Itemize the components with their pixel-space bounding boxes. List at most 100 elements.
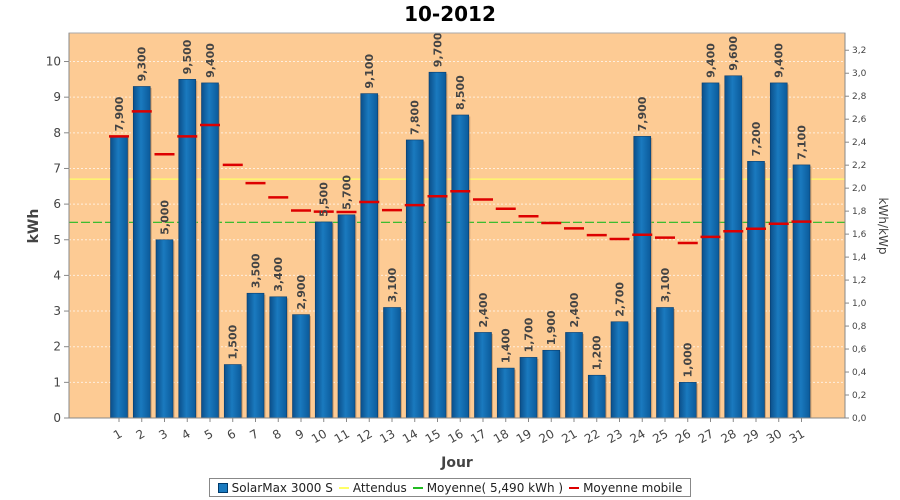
- bar-value-label: 2,400: [568, 292, 581, 327]
- x-tick-label: 8: [270, 426, 284, 442]
- bar: [610, 321, 629, 419]
- y2-tick-label: 3,0: [852, 69, 867, 79]
- y2-tick-label: 0,6: [852, 345, 867, 355]
- bar-value-label: 1,200: [591, 335, 604, 370]
- legend-item-solarmax: SolarMax 3000 S: [217, 481, 333, 495]
- legend-label-attendus: Attendus: [352, 480, 407, 495]
- x-tick-label: 9: [293, 426, 307, 442]
- bar-value-label: 9,700: [432, 32, 445, 67]
- x-axis: 1 2 3 4 5 6 7 8 9 10 11 12 13 14 15 16 17 18 19 20 21 22 23 24 2…: [69, 417, 845, 446]
- bar: [360, 93, 379, 419]
- y2-tick-label: 2,2: [852, 161, 866, 171]
- y2-axis: 0,0 0,2 0,4 0,6 0,8 1,0 1,2 1,4 1,6 1,8 2,0 2,2 2,4 2…: [844, 33, 867, 424]
- y2-tick-label: 2,6: [852, 115, 867, 125]
- legend-swatch-solarmax: [217, 482, 228, 493]
- x-tick-label: 16: [446, 426, 466, 446]
- y-tick-label: 5: [53, 233, 61, 247]
- x-tick-label: 23: [605, 426, 625, 446]
- legend-item-moyenne: Moyenne( 5,490 kWh ): [412, 480, 564, 495]
- x-tick-label: 6: [225, 426, 239, 442]
- legend-item-moyenne-mobile: Moyenne mobile: [569, 481, 682, 495]
- x-tick-label: 5: [202, 426, 216, 442]
- bar-value-label: 2,700: [614, 282, 627, 317]
- y2-tick-label: 2,0: [852, 184, 867, 194]
- bar: [769, 82, 788, 419]
- y2-tick-label: 0,8: [852, 322, 867, 332]
- bar: [519, 357, 538, 419]
- x-tick-label: 3: [156, 426, 170, 442]
- y-axis-label: kWh: [26, 209, 42, 244]
- x-tick-label: 15: [423, 426, 443, 446]
- y-tick-label: 0: [53, 411, 61, 425]
- moving-average: [109, 110, 812, 245]
- bar-value-label: 1,900: [545, 310, 558, 345]
- bar-value-label: 2,400: [477, 292, 490, 327]
- legend-swatch-attendus: [338, 486, 349, 489]
- bar: [633, 136, 652, 419]
- bar: [542, 349, 561, 419]
- legend: SolarMax 3000 S Attendus Moyenne( 5,490 …: [209, 478, 691, 497]
- x-tick-label: 10: [309, 426, 329, 446]
- y2-tick-label: 1,8: [852, 207, 867, 217]
- x-tick-label: 7: [247, 426, 261, 442]
- chart-title: 10-2012: [404, 2, 496, 26]
- bar: [451, 114, 470, 419]
- x-tick-label: 11: [332, 426, 352, 446]
- x-tick-label: 31: [787, 426, 807, 446]
- bar: [587, 374, 606, 419]
- x-tick-label: 18: [491, 426, 511, 446]
- y2-tick-label: 1,6: [852, 230, 867, 240]
- bar-value-label: 5,700: [341, 175, 354, 210]
- bar: [246, 292, 265, 419]
- bar: [314, 221, 333, 419]
- bar-value-label: 9,400: [204, 43, 217, 78]
- legend-swatch-moyenne: [412, 486, 423, 489]
- y-tick-label: 9: [53, 90, 61, 104]
- bar: [178, 79, 197, 419]
- bar-value-label: 9,400: [705, 43, 718, 78]
- x-tick-label: 24: [628, 426, 648, 446]
- legend-label-moyenne: Moyenne( 5,490 kWh ): [426, 480, 564, 495]
- bar-value-labels: 7,900 9,300 5,000 9,500 9,400 1,500 3,500 3,400…: [113, 32, 809, 377]
- legend-item-attendus: Attendus: [338, 480, 407, 495]
- bar: [792, 164, 811, 419]
- y2-tick-label: 2,4: [852, 138, 867, 148]
- x-tick-label: 26: [673, 426, 693, 446]
- bar-value-label: 5,000: [159, 200, 172, 235]
- bar: [201, 82, 219, 419]
- bar: [474, 332, 492, 419]
- bar: [724, 75, 743, 419]
- y-tick-label: 10: [46, 55, 61, 69]
- x-tick-label: 12: [355, 426, 375, 446]
- x-tick-label: 13: [377, 426, 397, 446]
- y-tick-label: 8: [53, 126, 61, 140]
- x-tick-label: 20: [537, 426, 557, 446]
- bar-value-label: 1,500: [227, 324, 240, 359]
- y-tick-label: 4: [53, 268, 61, 282]
- y2-tick-label: 0,0: [852, 414, 867, 424]
- y2-tick-label: 1,0: [852, 299, 867, 309]
- x-tick-label: 4: [179, 426, 193, 442]
- bar: [656, 307, 674, 419]
- bar-value-label: 7,200: [750, 121, 763, 156]
- x-tick-label: 25: [650, 426, 670, 446]
- bar: [337, 214, 356, 419]
- bar-value-label: 9,300: [136, 46, 149, 81]
- bar: [223, 364, 242, 419]
- bar-value-label: 7,100: [796, 125, 809, 160]
- bar-value-label: 8,500: [454, 75, 467, 110]
- y2-tick-label: 2,8: [852, 92, 867, 102]
- bar: [496, 367, 515, 419]
- bar-value-label: 9,600: [727, 36, 740, 71]
- y2-tick-label: 1,4: [852, 253, 867, 263]
- bar-value-label: 7,800: [409, 100, 422, 135]
- bar: [405, 139, 424, 419]
- x-tick-label: 28: [719, 426, 739, 446]
- bar: [155, 239, 174, 419]
- bar-value-label: 1,700: [523, 317, 536, 352]
- bar-value-label: 3,500: [250, 253, 263, 288]
- x-tick-label: 2: [134, 426, 148, 442]
- bar: [269, 296, 288, 419]
- bar: [292, 314, 310, 419]
